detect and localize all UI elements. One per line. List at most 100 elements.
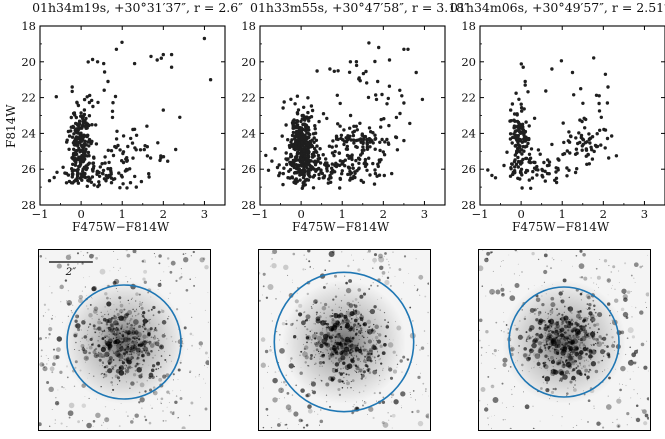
field-star (157, 283, 162, 287)
cluster-star (553, 329, 560, 336)
data-point (398, 88, 402, 93)
cluster-star (107, 368, 113, 374)
field-star (607, 294, 609, 296)
data-point (545, 163, 550, 168)
field-star (295, 327, 297, 329)
cluster-star (130, 345, 132, 347)
cluster-star (101, 333, 103, 335)
field-star (55, 355, 60, 360)
cluster-star (541, 302, 545, 307)
cluster-star (305, 336, 310, 340)
data-point (308, 163, 312, 167)
data-point (294, 144, 298, 149)
field-star (479, 339, 481, 342)
field-star (370, 284, 373, 287)
field-star (265, 407, 269, 411)
cluster-star (554, 336, 556, 338)
field-star (607, 368, 609, 370)
field-star (390, 415, 392, 417)
cluster-star (104, 306, 106, 308)
field-star (101, 424, 103, 426)
field-star (138, 401, 141, 404)
field-star (364, 384, 367, 387)
field-star (52, 314, 54, 316)
cluster-star (549, 355, 554, 360)
cluster-star (129, 353, 131, 356)
data-point (550, 142, 554, 147)
cluster-star (326, 349, 328, 351)
data-point (299, 152, 304, 157)
cluster-star (341, 338, 345, 342)
cluster-star (100, 329, 103, 332)
field-star (54, 419, 56, 421)
cluster-star (586, 375, 590, 379)
cluster-star (601, 359, 604, 362)
data-point (351, 166, 355, 170)
cluster-star (332, 361, 334, 363)
cluster-star (342, 338, 345, 340)
cluster-star (133, 319, 139, 325)
cluster-star (377, 355, 379, 357)
field-star (303, 312, 305, 314)
field-star (46, 381, 50, 384)
field-star (104, 417, 110, 423)
field-star (175, 279, 178, 282)
field-star (334, 284, 336, 286)
data-point (519, 102, 523, 106)
cluster-star (608, 376, 611, 380)
cluster-star (535, 332, 540, 337)
cluster-star (587, 323, 590, 326)
cluster-star (529, 329, 531, 331)
y-tick-label: 18 (241, 20, 256, 33)
field-star (262, 294, 264, 296)
y-tick-label: 22 (21, 91, 36, 105)
field-star (634, 349, 638, 354)
field-star (119, 267, 121, 269)
cluster-star (321, 329, 323, 331)
y-tick-label: 26 (241, 162, 256, 176)
y-tick-label: 18 (461, 20, 476, 33)
cluster-star (558, 361, 561, 365)
field-star (328, 260, 331, 262)
field-star (487, 404, 488, 406)
field-star (519, 330, 520, 332)
field-star (522, 391, 525, 393)
field-star (597, 328, 600, 331)
field-star (86, 422, 92, 429)
cluster-star (354, 344, 356, 346)
cluster-star (589, 327, 591, 329)
cluster-star (317, 350, 320, 353)
data-point (161, 52, 165, 57)
field-star (204, 365, 205, 367)
field-star (56, 263, 62, 269)
cluster-star (593, 323, 597, 327)
field-star (501, 261, 502, 262)
cluster-star (111, 325, 113, 327)
data-point (307, 119, 311, 123)
field-star (588, 364, 591, 367)
cluster-star (555, 324, 560, 329)
cluster-star (347, 328, 349, 330)
cluster-star (300, 350, 303, 353)
cluster-star (360, 327, 362, 329)
cluster-star (358, 364, 360, 366)
data-point (365, 81, 369, 85)
field-star (174, 400, 178, 405)
data-point (72, 151, 76, 156)
field-star (177, 379, 179, 380)
field-star (407, 317, 409, 318)
field-star (410, 394, 411, 395)
cluster-star (342, 320, 345, 323)
cluster-star (366, 366, 369, 368)
cluster-star (154, 354, 156, 356)
cluster-star (375, 343, 378, 345)
cluster-star (146, 341, 149, 344)
field-star (485, 352, 487, 353)
field-star (508, 370, 510, 372)
data-point (523, 79, 527, 84)
cluster-star (325, 382, 330, 387)
cluster-star (129, 366, 131, 368)
field-star (287, 427, 289, 429)
cluster-star (115, 308, 118, 311)
